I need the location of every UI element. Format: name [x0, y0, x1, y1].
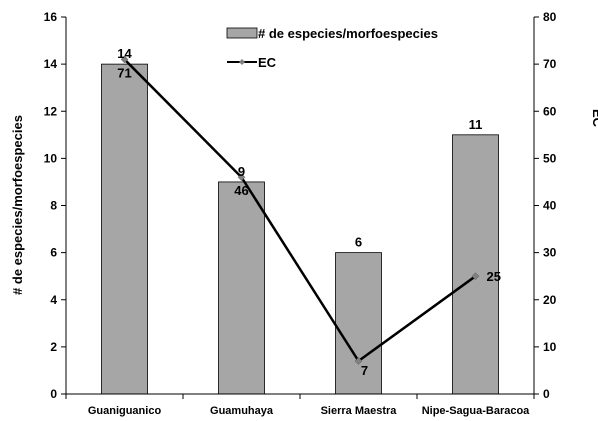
y-tick-label: 14: [44, 57, 58, 71]
y-tick-label: 8: [50, 199, 57, 213]
legend-bar-swatch: [226, 27, 258, 39]
ec-point-2: [354, 357, 363, 365]
labels-layer: 14 9 6 11 71 46 7 25: [117, 46, 501, 378]
y2-tick-label: 70: [543, 57, 557, 71]
y-tick-label: 0: [50, 387, 57, 401]
bar-3: [452, 134, 499, 395]
ec-line: [123, 58, 477, 363]
ticks-layer: 024681012141601020304050607080Guaniguani…: [44, 10, 557, 417]
bar-value-label: 6: [355, 235, 362, 250]
bar-value-label: 14: [117, 46, 132, 61]
ec-value-label: 7: [361, 363, 368, 378]
ec-point-0: [120, 55, 129, 64]
ec-value-label: 25: [487, 269, 501, 284]
y2-axis-title: EC: [590, 109, 598, 128]
y-tick-label: 16: [44, 10, 58, 24]
y-tick-label: 12: [44, 104, 58, 118]
y-tick-label: 10: [44, 151, 58, 165]
y-tick-label: 2: [50, 340, 57, 354]
legend-bar-label: # de especies/morfoespecies: [258, 26, 438, 41]
ec-value-label: 46: [234, 183, 248, 198]
y2-tick-label: 60: [543, 104, 557, 118]
x-tick-label: Nipe-Sagua-Baracoa: [422, 405, 530, 417]
y-tick-label: 4: [50, 293, 57, 307]
y2-tick-label: 80: [543, 10, 557, 24]
x-tick-label: Guaniguanico: [88, 405, 162, 417]
y2-tick-label: 50: [543, 151, 557, 165]
bar-2: [335, 252, 382, 395]
ec-point-1: [237, 173, 246, 182]
y-axis-title: # de especies/morfoespecies: [10, 115, 25, 295]
bar-1: [218, 181, 265, 395]
y2-tick-label: 40: [543, 199, 557, 213]
ec-point-3: [471, 272, 480, 281]
bars-layer: [101, 63, 499, 395]
bar-value-label: 11: [469, 117, 483, 132]
x-tick-label: Sierra Maestra: [321, 405, 398, 417]
y2-tick-label: 30: [543, 246, 557, 260]
bar-0: [101, 63, 148, 395]
y2-tick-label: 0: [543, 387, 550, 401]
legend-line-marker: [239, 59, 245, 65]
y2-tick-label: 20: [543, 293, 557, 307]
legend-line-label: EC: [258, 55, 277, 70]
x-tick-label: Guamuhaya: [210, 405, 274, 417]
y2-tick-label: 10: [543, 340, 557, 354]
legend: # de especies/morfoespecies EC: [226, 26, 438, 70]
y-tick-label: 6: [50, 246, 57, 260]
ec-value-label: 71: [117, 65, 131, 80]
bar-value-label: 9: [238, 164, 245, 179]
line-layer: [120, 55, 480, 365]
